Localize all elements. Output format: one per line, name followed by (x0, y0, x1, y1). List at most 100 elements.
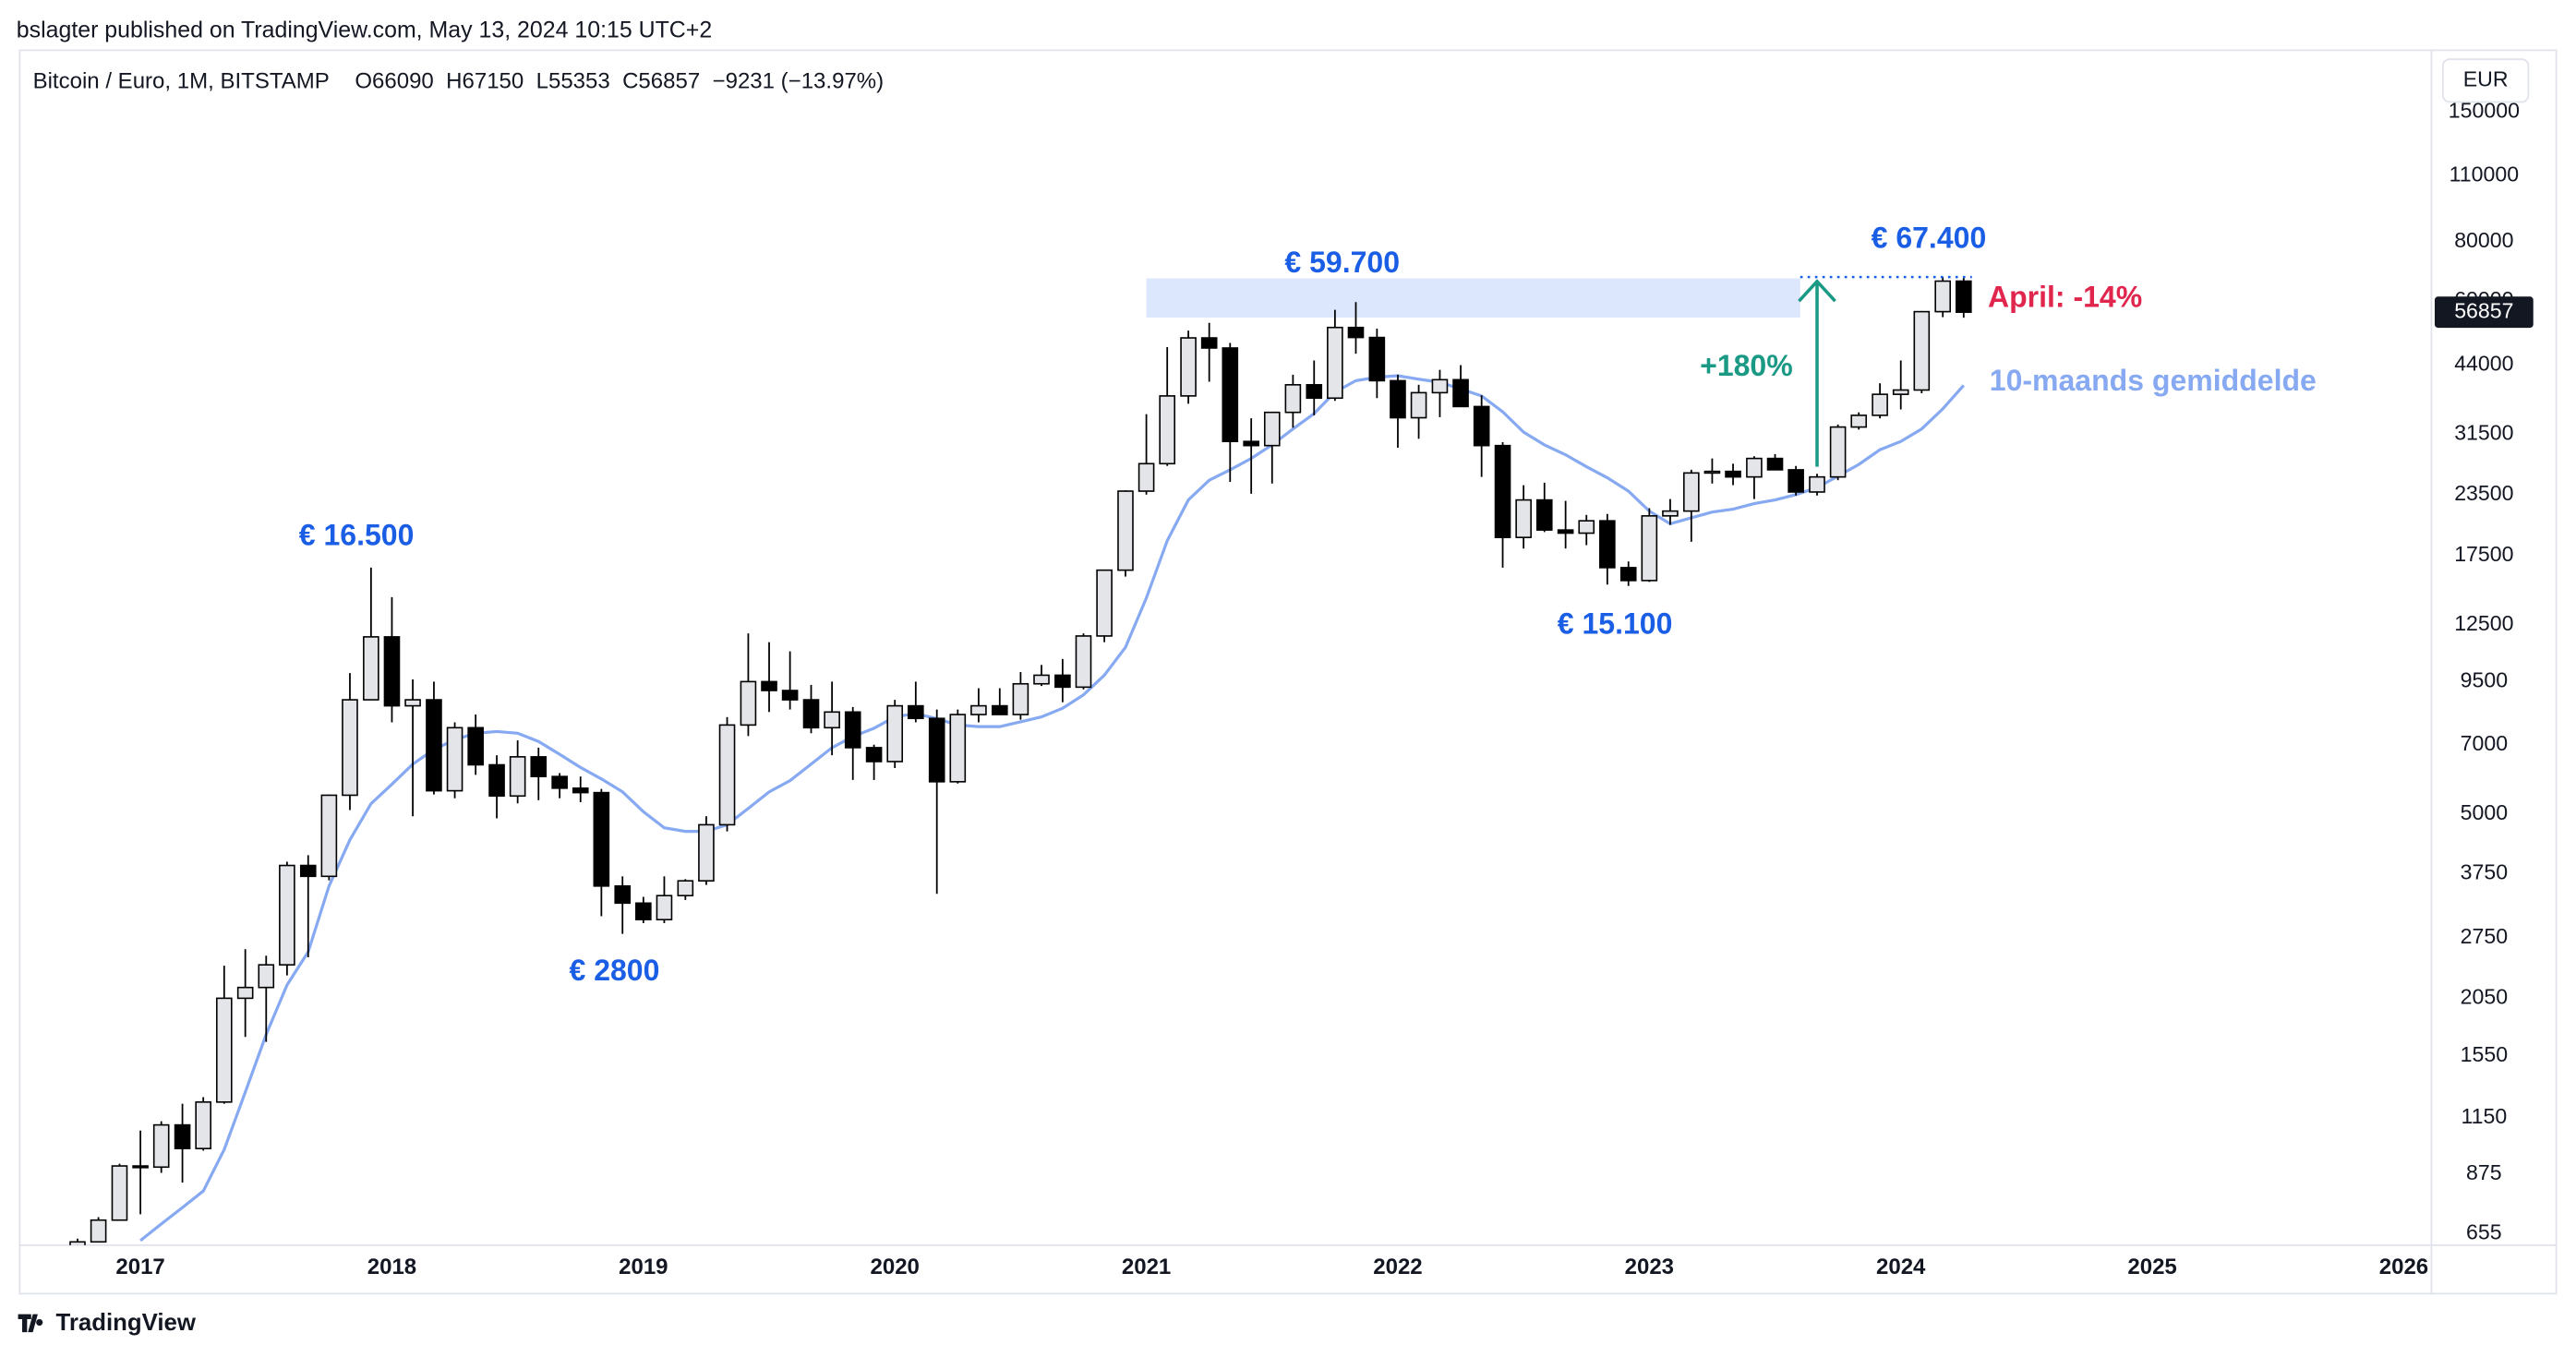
y-tick-label: 9500 (2461, 667, 2508, 691)
candle-body (279, 864, 295, 966)
y-tick-label: 655 (2466, 1220, 2502, 1244)
candle-body (1578, 520, 1595, 534)
x-tick-label: 2018 (367, 1255, 416, 1279)
candle-body (1117, 490, 1134, 571)
y-tick-label: 2050 (2461, 984, 2508, 1008)
candle-body (1222, 347, 1239, 443)
candle-body (215, 997, 233, 1103)
gain-arrow-head (1798, 279, 1836, 303)
candle-body (928, 717, 945, 783)
candle-body (949, 714, 967, 783)
candle-body (69, 1241, 86, 1245)
candle-body (320, 794, 338, 878)
currency-button[interactable]: EUR (2441, 58, 2530, 103)
candle-body (908, 704, 924, 720)
candle-body (1138, 462, 1155, 492)
candle-body (383, 636, 401, 707)
x-tick-label: 2017 (115, 1255, 164, 1279)
x-tick-label: 2022 (1373, 1255, 1422, 1279)
candle-body (152, 1123, 170, 1169)
candle-body (1872, 393, 1888, 416)
candle-body (593, 791, 610, 887)
candle-body (635, 902, 652, 921)
x-tick-label: 2019 (619, 1255, 668, 1279)
candle-body (174, 1123, 191, 1149)
candle-body (1390, 379, 1406, 419)
last-price-box (2434, 296, 2534, 329)
candle-body (90, 1219, 107, 1243)
candle-body (1599, 520, 1616, 569)
candle-body (1641, 515, 1658, 582)
annotation: € 59.700 (1284, 246, 1400, 279)
candle-body (1012, 682, 1029, 715)
candle-body (488, 763, 505, 798)
y-tick-label: 2750 (2461, 924, 2508, 948)
candle-body (824, 711, 840, 729)
candle-body (677, 880, 694, 897)
candle-body (1746, 457, 1763, 478)
candle-body (1473, 405, 1490, 447)
candle-body (258, 964, 275, 989)
candle-body (740, 680, 757, 727)
y-tick-label: 1150 (2461, 1104, 2507, 1128)
candle-body (1725, 470, 1741, 478)
candle-body (1703, 470, 1721, 474)
candle-body (426, 699, 442, 792)
candle-body (1683, 472, 1700, 512)
candle-body (1096, 569, 1113, 637)
candle-body (1075, 635, 1092, 689)
candle-body (1619, 567, 1637, 582)
chart-frame (18, 49, 2558, 1295)
candle-body (509, 756, 526, 798)
y-tick-label: 23500 (2454, 481, 2513, 505)
currency-label[interactable]: EUR (2463, 66, 2509, 90)
logo-icon[interactable] (18, 1314, 43, 1333)
candle-body (446, 727, 463, 792)
candle-body (1955, 280, 1972, 313)
candle-body (1850, 414, 1868, 428)
footer-logo[interactable]: TradingView (18, 1310, 197, 1336)
candle-body (1766, 457, 1784, 471)
candle-body (970, 704, 987, 715)
y-tick-label: 7000 (2461, 731, 2508, 755)
plot-area (69, 275, 1972, 1245)
candle-body (1033, 674, 1050, 685)
annotation: € 67.400 (1872, 221, 1987, 254)
candle-body (865, 747, 883, 763)
candle-body (718, 724, 736, 826)
candle-body (342, 699, 358, 797)
candle-body (1913, 310, 1931, 391)
footer-brand[interactable]: TradingView (55, 1310, 196, 1336)
y-tick-label: 31500 (2454, 420, 2513, 444)
resistance-zone (1146, 278, 1800, 318)
candle-body (467, 727, 484, 766)
moving-average-label: 10-maands gemiddelde (1990, 364, 2317, 397)
annotation: € 15.100 (1558, 607, 1673, 641)
candle-body (1809, 475, 1825, 493)
candle-body (1243, 440, 1259, 447)
candle-body (1410, 391, 1427, 419)
candle-body (1788, 469, 1804, 493)
candle-body (1557, 529, 1574, 534)
currency-button-box[interactable] (2441, 58, 2530, 103)
candle-body (1200, 337, 1218, 349)
x-tick-label: 2020 (870, 1255, 919, 1279)
candle-body (1494, 444, 1511, 538)
candle-body (1284, 384, 1302, 414)
candle-body (698, 823, 715, 882)
candle-body (195, 1101, 211, 1149)
candle-body (236, 986, 254, 1000)
candle-body (781, 690, 799, 701)
candle-body (1327, 326, 1343, 400)
annotation: April: -14% (1988, 280, 2142, 313)
candle-body (1263, 411, 1281, 447)
x-tick-label: 2026 (2379, 1255, 2428, 1279)
candle-body (1892, 389, 1909, 395)
x-tick-label: 2024 (1876, 1255, 1926, 1279)
candle-body (1535, 498, 1553, 531)
x-tick-label: 2023 (1625, 1255, 1674, 1279)
candle-body (551, 775, 568, 789)
candle-body (363, 636, 379, 701)
y-tick-label: 3750 (2461, 859, 2508, 883)
